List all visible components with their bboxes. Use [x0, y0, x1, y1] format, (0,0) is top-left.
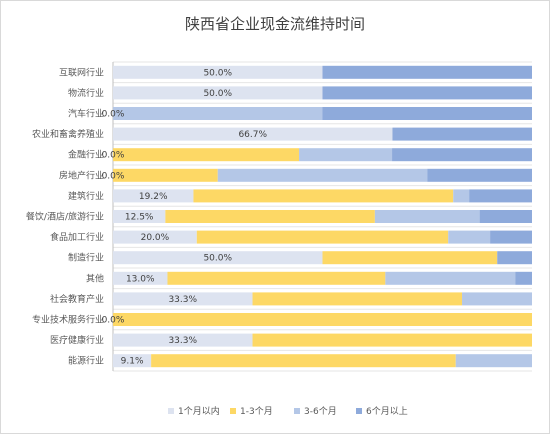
data-label: 33.3%: [168, 295, 197, 305]
chart-title: 陕西省企业现金流维持时间: [184, 15, 365, 33]
bar-segment: [113, 107, 323, 120]
category-label: 能源行业: [68, 355, 104, 367]
bar-segment: [113, 313, 532, 326]
category-label: 建筑行业: [68, 190, 104, 202]
bar-segment: [299, 148, 393, 162]
data-label: 0.0%: [102, 151, 125, 161]
bar-segment: [469, 189, 532, 203]
bar-segment: [151, 354, 456, 368]
data-label: 0.0%: [102, 171, 125, 181]
data-label: 9.1%: [121, 357, 144, 367]
bar-segment: [462, 292, 532, 306]
data-label: 19.2%: [139, 192, 168, 202]
bar-segment: [113, 354, 152, 368]
bar-segment: [196, 230, 449, 244]
bar-segment: [113, 148, 300, 162]
bar-segment: [479, 210, 532, 223]
bars: [113, 65, 533, 368]
category-label: 汽车行业: [68, 108, 104, 120]
data-label: 13.0%: [126, 274, 155, 284]
bar-segment: [455, 354, 532, 368]
category-label: 互联网行业: [59, 66, 104, 78]
bar-segment: [497, 251, 532, 265]
bar-segment: [113, 168, 218, 182]
category-label: 物流行业: [68, 87, 104, 99]
bar-segment: [453, 189, 470, 203]
bar-segment: [113, 251, 323, 265]
category-label: 专业技术服务行业: [32, 314, 104, 326]
data-label: 12.5%: [125, 213, 154, 223]
bar-segment: [322, 65, 532, 79]
bar-segment: [322, 86, 532, 100]
data-label: 66.7%: [238, 130, 267, 140]
data-label: 50.0%: [203, 89, 232, 99]
legend-swatch: [294, 408, 300, 414]
bar-segment: [252, 292, 463, 306]
bar-segment: [113, 230, 197, 244]
legend-swatch: [230, 408, 236, 414]
data-label: 0.0%: [102, 316, 125, 326]
category-labels: 互联网行业物流行业汽车行业农业和畜禽养殖业金融行业房地产行业建筑行业餐饮/酒店/…: [26, 66, 104, 366]
data-label: 20.0%: [141, 233, 170, 243]
data-label: 33.3%: [168, 336, 197, 346]
bar-segment: [252, 333, 533, 347]
category-label: 其他: [86, 272, 104, 284]
data-labels: 50.0% 50.0% 0.0% 66.7% 0.0% 0.0% 19.2% 12.5% 20.…: [102, 68, 268, 366]
bar-segment: [392, 127, 532, 141]
bar-segment: [427, 168, 532, 182]
legend-swatch: [168, 408, 174, 414]
category-label: 农业和畜禽养殖业: [32, 128, 104, 140]
legend-label: 6个月以上: [366, 406, 408, 417]
bar-segment: [322, 251, 498, 265]
category-label: 制造行业: [68, 252, 104, 264]
category-label: 医疗健康行业: [50, 334, 104, 346]
bar-segment: [113, 271, 168, 285]
category-label: 社会教育产业: [50, 293, 104, 305]
bar-segment: [490, 230, 532, 244]
data-label: 50.0%: [203, 68, 232, 78]
bar-segment: [448, 230, 491, 244]
bar-segment: [113, 333, 253, 347]
bar-segment: [374, 210, 480, 223]
legend-swatch: [356, 408, 362, 414]
bar-segment: [515, 271, 532, 285]
bar-segment: [113, 189, 194, 203]
bar-segment: [322, 107, 532, 120]
legend-label: 3-6个月: [304, 406, 337, 417]
bar-segment: [113, 86, 323, 100]
bar-segment: [113, 127, 393, 141]
category-label: 食品加工行业: [50, 231, 104, 243]
legend-label: 1-3个月: [240, 406, 273, 417]
category-label: 餐饮/酒店/旅游行业: [26, 211, 104, 223]
bar-segment: [113, 292, 253, 306]
legend: 1个月以内 1-3个月 3-6个月 6个月以上: [168, 405, 408, 417]
bar-segment: [193, 189, 454, 203]
data-label: 50.0%: [203, 254, 232, 264]
bar-segment: [167, 271, 386, 285]
legend-label: 1个月以内: [178, 405, 220, 417]
data-label: 0.0%: [102, 110, 125, 120]
bar-segment: [392, 148, 532, 162]
bar-segment: [113, 210, 166, 223]
category-label: 金融行业: [68, 149, 104, 161]
bar-segment: [385, 271, 516, 285]
bar-segment: [217, 168, 428, 182]
bar-segment: [165, 210, 375, 223]
category-label: 房地产行业: [59, 169, 104, 181]
bar-segment: [113, 65, 323, 79]
